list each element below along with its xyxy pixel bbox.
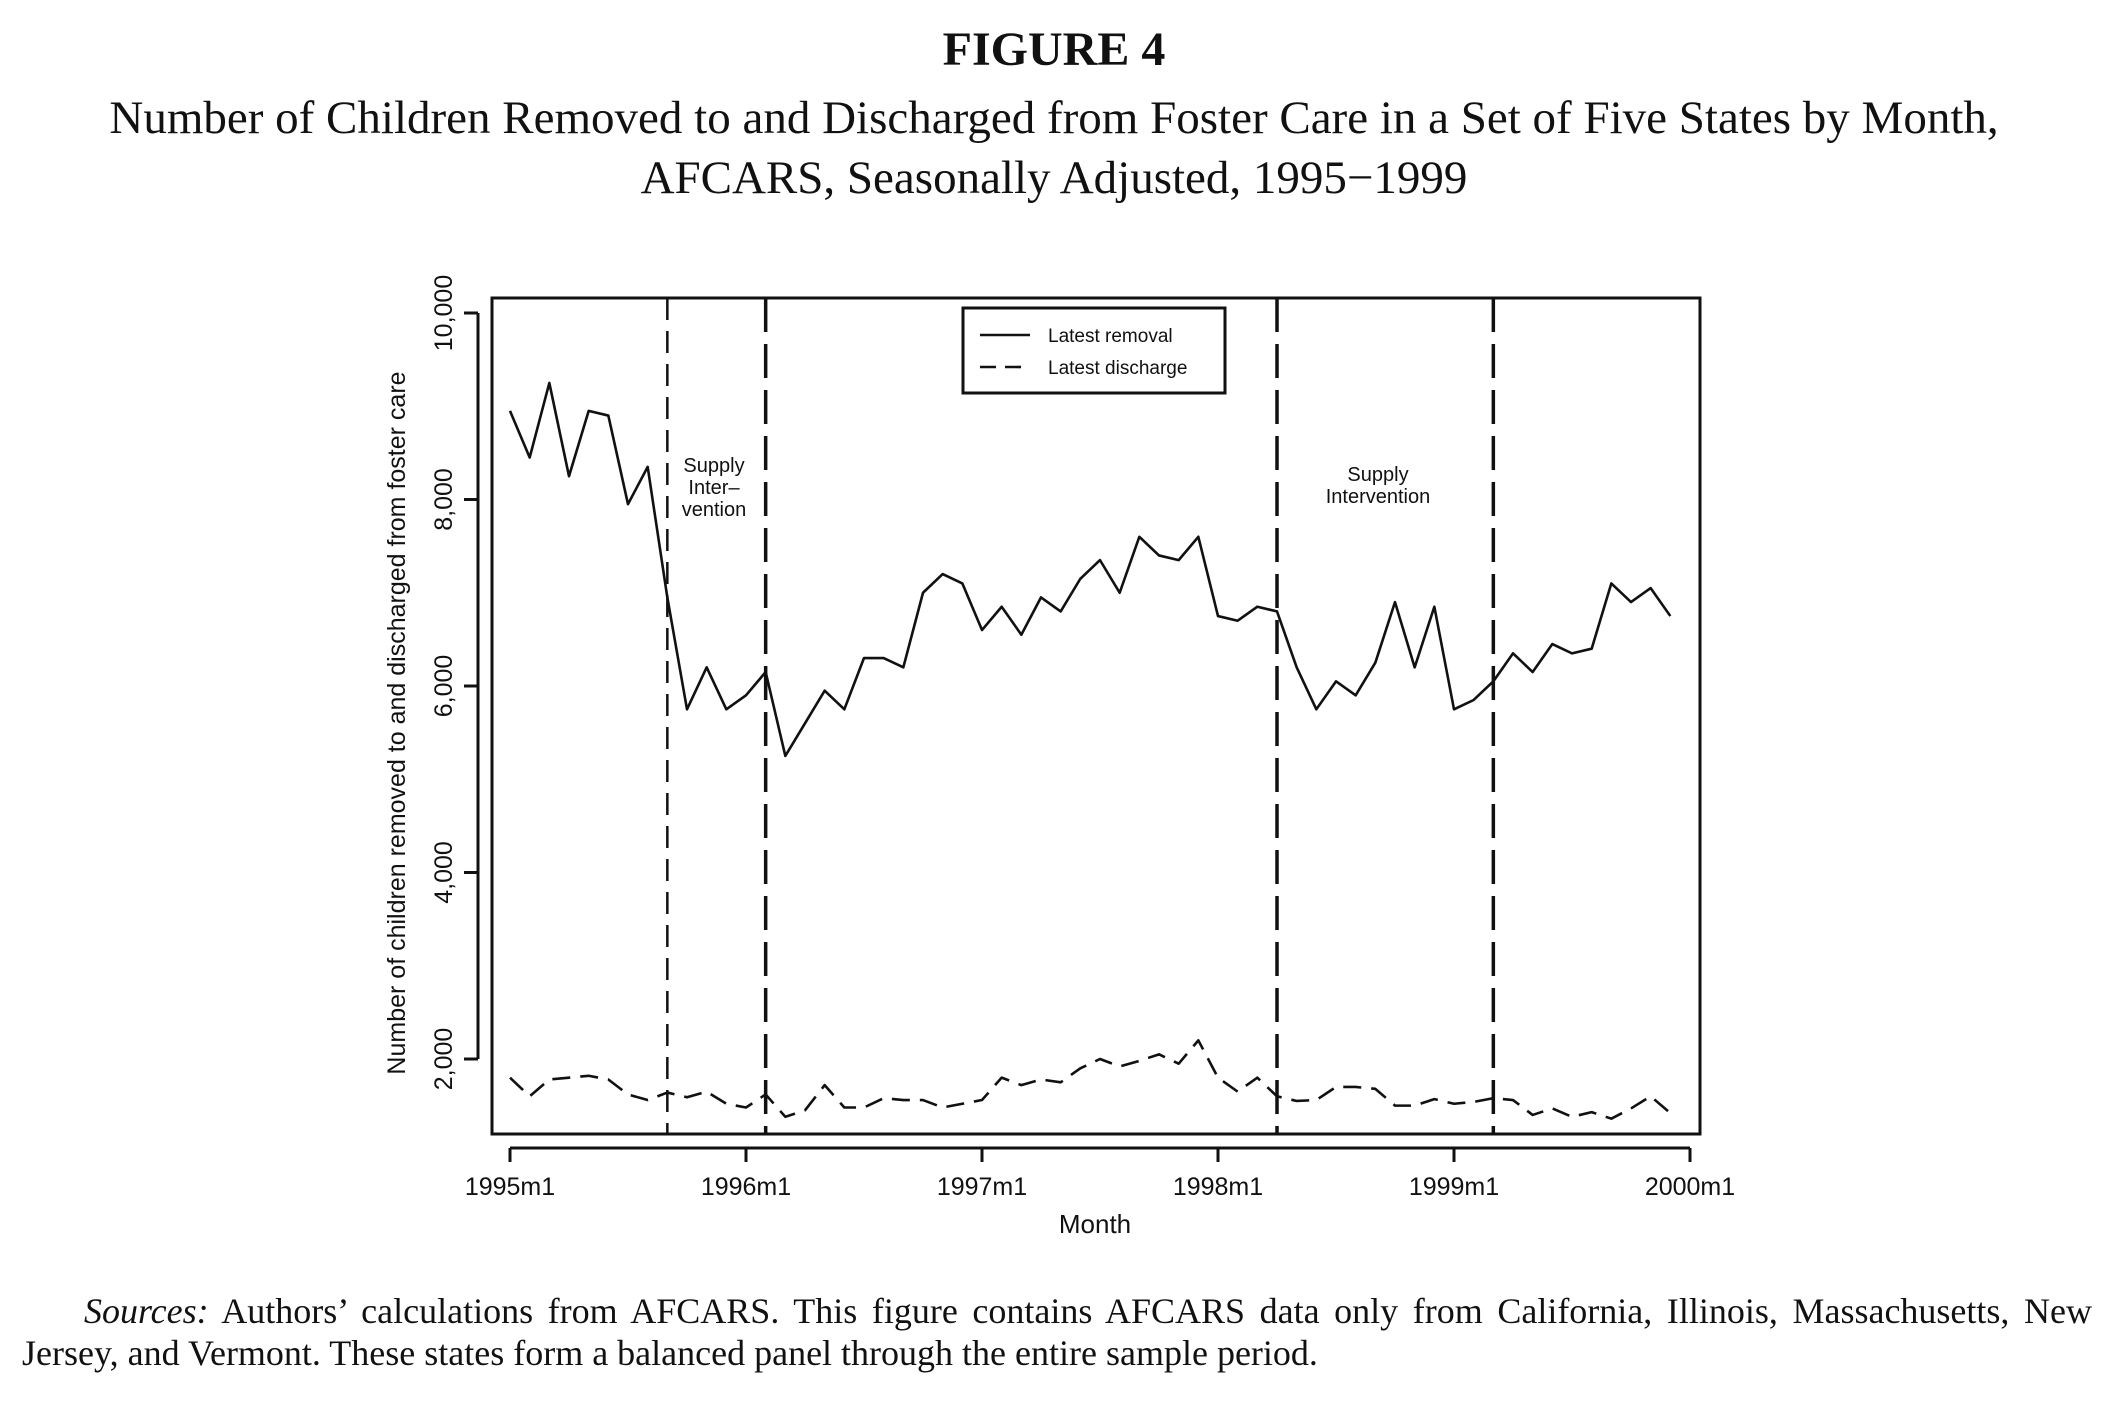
y-tick-label: 6,000 xyxy=(430,655,458,718)
plot-frame xyxy=(490,296,1702,1136)
x-tick-label: 2000m1 xyxy=(1645,1173,1735,1201)
sources-text: Authors’ calculations from AFCARS. This … xyxy=(22,1291,2092,1373)
x-tick-label: 1996m1 xyxy=(701,1173,791,1201)
x-axis-label: Month xyxy=(1059,1209,1131,1239)
y-axis-ticks: 2,000 4,000 6,000 8,000 10,000 xyxy=(430,275,478,1091)
figure-title: Number of Children Removed to and Discha… xyxy=(109,92,1999,204)
series-line-latest-discharge xyxy=(509,1039,1672,1120)
figure-label: FIGURE 4 xyxy=(942,23,1166,76)
reference-lines xyxy=(666,298,1496,1134)
annotation-text: vention xyxy=(682,499,747,521)
y-tick-label: 8,000 xyxy=(430,468,458,531)
x-tick-label: 1997m1 xyxy=(937,1173,1027,1201)
y-tick-label: 2,000 xyxy=(430,1028,458,1091)
y-axis-label: Number of children removed to and discha… xyxy=(383,371,411,1074)
series-layer xyxy=(508,381,1672,1120)
x-tick-label: 1995m1 xyxy=(465,1173,555,1201)
legend: Latest removal Latest discharge xyxy=(961,306,1227,395)
x-tick-label: 1999m1 xyxy=(1409,1173,1499,1201)
legend-entry: Latest removal xyxy=(1048,326,1173,347)
annotation-text: Supply xyxy=(1347,464,1408,486)
sources-label: Sources: xyxy=(84,1291,209,1331)
series-line-latest-removal xyxy=(508,381,1672,758)
legend-box xyxy=(961,306,1227,395)
y-tick-label: 4,000 xyxy=(430,841,458,904)
x-axis-ticks: 1995m1 1996m1 1997m1 1998m1 1999m1 2000m1 xyxy=(465,1148,1735,1201)
annotation-text: Supply xyxy=(683,455,744,477)
annotation-text: Inter– xyxy=(688,477,740,499)
annotation-text: Intervention xyxy=(1326,486,1431,508)
x-tick-label: 1998m1 xyxy=(1173,1173,1263,1201)
y-tick-label: 10,000 xyxy=(430,275,458,351)
legend-entry: Latest discharge xyxy=(1048,358,1187,379)
sources-note: Sources: Authors’ calculations from AFCA… xyxy=(22,1290,2092,1374)
